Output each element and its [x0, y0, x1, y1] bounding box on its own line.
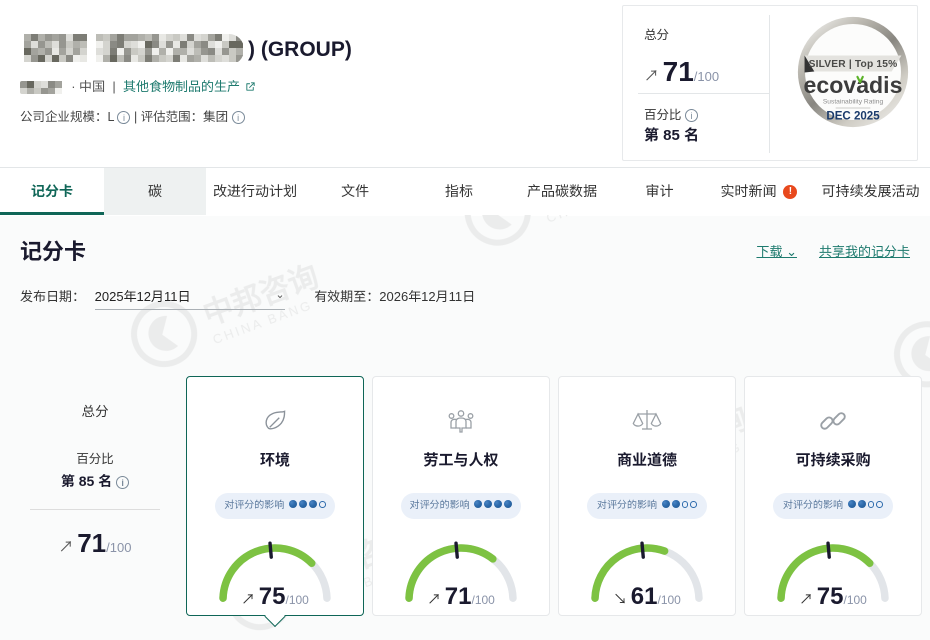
svg-text:Sustainability Rating: Sustainability Rating — [823, 99, 884, 106]
svg-text:ecovadis: ecovadis — [804, 72, 903, 98]
svg-text:SILVER | Top 15%: SILVER | Top 15% — [809, 59, 898, 70]
svg-text:DEC 2025: DEC 2025 — [826, 111, 880, 123]
